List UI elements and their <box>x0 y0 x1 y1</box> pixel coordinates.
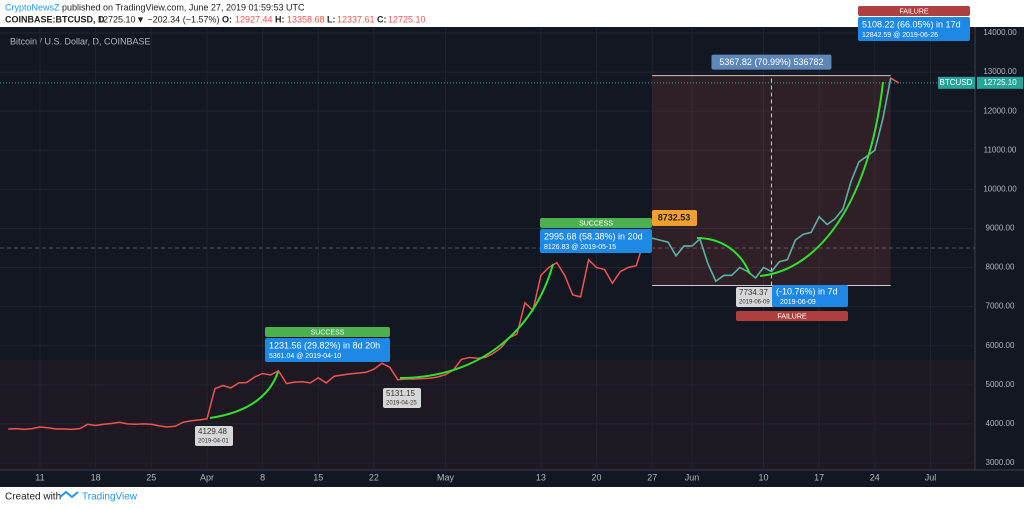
x-tick-label: Apr <box>200 472 214 482</box>
start-date: 2019-04-01 <box>198 439 229 445</box>
result-sub: 5361.04 @ 2019-04-10 <box>269 353 341 360</box>
result-sub: 8126.83 @ 2019-05-15 <box>544 244 616 251</box>
y-tick-label: 11000.00 <box>984 145 1017 154</box>
status: FAILURE <box>777 313 807 320</box>
price-label-bg <box>977 76 1023 89</box>
start-price: 8732.53 <box>658 212 691 222</box>
l-label: L: <box>327 14 336 24</box>
start-bg <box>736 287 774 307</box>
arrow <box>759 81 884 277</box>
status: FAILURE <box>899 8 929 15</box>
status: SUCCESS <box>311 329 345 336</box>
x-tick-label: 10 <box>759 472 769 482</box>
y-tick-label: 10000.00 <box>983 184 1017 193</box>
y-tick-label: 4000.00 <box>986 419 1015 428</box>
result-bg <box>540 229 652 253</box>
publisher[interactable]: CryptoNewsZ <box>5 2 60 12</box>
start-price: 4129.48 <box>198 427 227 436</box>
o: 12927.44 <box>235 14 273 24</box>
arrow <box>209 371 279 419</box>
x-tick-label: 18 <box>91 472 101 482</box>
x-tick-label: Jun <box>685 472 700 482</box>
start-price-bg <box>652 210 697 226</box>
x-tick-label: 25 <box>146 472 156 482</box>
change: ▼ −202.34 (−1.57%) <box>136 14 219 24</box>
status-bg <box>265 327 390 337</box>
start-bg <box>383 388 421 408</box>
published: published on TradingView.com, June 27, 2… <box>62 2 305 12</box>
symbol: COINBASE:BTCUSD, D <box>5 14 105 24</box>
start-price: 7734.37 <box>739 288 768 297</box>
x-tick-label: 15 <box>313 472 323 482</box>
result: 1231.56 (29.82%) in 8d 20h <box>269 340 380 350</box>
c: 12725.10 <box>388 14 426 24</box>
x-tick-label: 11 <box>35 472 44 482</box>
c-label: C: <box>377 14 387 24</box>
last: 12725.10 <box>98 14 136 24</box>
start-bg <box>195 426 233 446</box>
result-bg <box>265 338 390 362</box>
x-tick-label: 24 <box>870 472 880 482</box>
footer-brand[interactable]: TradingView <box>82 492 138 503</box>
y-tick-label: 6000.00 <box>986 341 1015 350</box>
status-bg <box>736 311 848 321</box>
y-tick-label: 3000.00 <box>986 458 1015 467</box>
result: 2995.68 (58.38%) in 20d <box>544 231 643 241</box>
result: 5108.22 (66.05%) in 17d <box>862 19 961 29</box>
arrow <box>399 263 554 379</box>
y-tick-label: 8000.00 <box>986 263 1015 272</box>
footer-created: Created with <box>5 492 61 503</box>
status: SUCCESS <box>579 220 613 227</box>
start-date: 2019-06-09 <box>739 300 770 306</box>
x-tick-label: Jul <box>925 472 937 482</box>
y-tick-label: 9000.00 <box>986 224 1015 233</box>
logo <box>59 490 79 499</box>
y-tick-label: 5000.00 <box>986 380 1015 389</box>
x-tick-label: 17 <box>814 472 824 482</box>
start-price: 5131.15 <box>386 389 415 398</box>
l: 12337.61 <box>337 14 375 24</box>
x-tick-label: 8 <box>260 472 265 482</box>
x-tick-label: 20 <box>592 472 602 482</box>
y-tick-label: 7000.00 <box>986 302 1015 311</box>
start-date: 2019-04-25 <box>386 401 417 407</box>
y-tick-label: 12000.00 <box>983 106 1017 115</box>
y-tick-label: 13000.00 <box>983 67 1017 76</box>
h-label: H: <box>275 14 285 24</box>
shade <box>0 360 975 470</box>
result-bg <box>858 17 970 41</box>
x-tick-label: May <box>437 472 455 482</box>
x-tick-label: 22 <box>369 472 379 482</box>
price-label: 12725.10 <box>983 78 1017 87</box>
result: (-10.76%) in 7d <box>776 286 838 296</box>
result-sub: 12842.59 @ 2019-06-26 <box>862 32 938 39</box>
arrow <box>696 237 751 275</box>
y-tick-label: 14000.00 <box>983 28 1017 37</box>
measure-label-bg <box>711 54 832 70</box>
price-name: BTCUSD <box>940 78 973 87</box>
o-label: O: <box>222 14 232 24</box>
status-bg <box>540 218 652 228</box>
status-bg <box>858 6 970 16</box>
result-sub: 2019-06-09 <box>780 299 816 306</box>
price-name-bg <box>938 76 975 89</box>
x-tick-label: 13 <box>536 472 546 482</box>
chart-title: Bitcoin / U.S. Dollar, D, COINBASE <box>10 36 151 46</box>
h: 13358.68 <box>287 14 325 24</box>
price-line-range <box>652 78 892 283</box>
x-tick-label: 27 <box>647 472 657 482</box>
plot: 3000.00 4000.00 5000.00 6000.00 7000.00 8000.… <box>0 6 1023 482</box>
measure-label: 5367.82 (70.99%) 536782 <box>719 57 823 67</box>
result-bg <box>772 285 848 307</box>
